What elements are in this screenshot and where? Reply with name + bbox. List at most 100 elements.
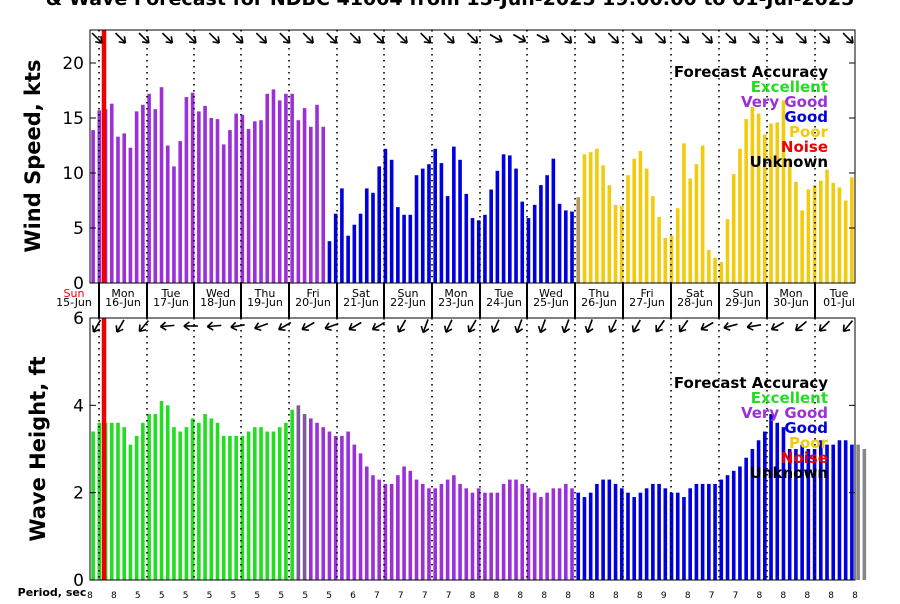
data-bar bbox=[290, 409, 294, 580]
direction-arrow-icon bbox=[723, 322, 738, 331]
arrow-shaft bbox=[420, 32, 432, 44]
data-bar bbox=[619, 488, 624, 580]
data-bar bbox=[837, 440, 842, 580]
period-value: 5 bbox=[135, 591, 141, 600]
data-bar bbox=[806, 449, 811, 580]
direction-arrow-icon bbox=[795, 32, 807, 44]
data-bar bbox=[489, 189, 493, 283]
data-bar bbox=[476, 220, 481, 283]
y-tick-label: 10 bbox=[62, 164, 84, 184]
data-bar bbox=[769, 414, 773, 580]
direction-arrow-icon bbox=[397, 319, 407, 333]
data-bar bbox=[259, 120, 263, 283]
data-bar bbox=[184, 427, 189, 580]
day-label-dow: Fri bbox=[306, 287, 319, 300]
day-label-dow: Sun bbox=[64, 287, 85, 300]
direction-arrow-icon bbox=[561, 319, 571, 334]
direction-arrow-icon bbox=[560, 32, 573, 44]
day-label-date: 22-Jun bbox=[390, 296, 426, 309]
arrow-head bbox=[259, 36, 268, 44]
data-bar bbox=[153, 109, 158, 283]
arrow-head bbox=[371, 322, 380, 332]
arrow-shaft bbox=[818, 32, 831, 44]
direction-arrow-icon bbox=[185, 32, 197, 44]
data-bar bbox=[203, 105, 207, 284]
data-bar bbox=[396, 207, 400, 283]
data-bar bbox=[234, 113, 238, 283]
data-bar bbox=[246, 431, 251, 580]
data-bar bbox=[234, 435, 238, 580]
arrow-shaft bbox=[679, 319, 689, 333]
direction-arrow-icon bbox=[467, 319, 477, 333]
period-value: 8 bbox=[757, 591, 763, 600]
direction-arrow-icon bbox=[536, 33, 550, 44]
arrow-head bbox=[655, 324, 663, 333]
data-bar bbox=[228, 130, 232, 283]
arrow-head bbox=[542, 34, 550, 44]
period-value: 7 bbox=[709, 591, 715, 600]
data-bar bbox=[626, 492, 630, 580]
direction-arrow-icon bbox=[138, 320, 150, 333]
period-value: 5 bbox=[231, 591, 237, 600]
data-bar bbox=[744, 119, 748, 283]
data-bar bbox=[371, 475, 375, 580]
data-bar bbox=[831, 444, 836, 580]
direction-arrow-icon bbox=[818, 32, 831, 44]
data-bar bbox=[377, 479, 382, 580]
data-bar bbox=[383, 148, 388, 283]
data-bar bbox=[277, 100, 282, 284]
data-bar bbox=[147, 414, 151, 580]
period-value: 5 bbox=[302, 591, 308, 600]
y-axis-label: Wind Speed, kts bbox=[21, 59, 45, 252]
data-bar bbox=[408, 214, 413, 283]
direction-arrow-icon bbox=[700, 321, 714, 332]
data-bar bbox=[383, 483, 388, 580]
data-bar bbox=[153, 414, 158, 580]
data-bar bbox=[358, 453, 363, 580]
arrow-head bbox=[846, 36, 854, 44]
legend-item: Excellent bbox=[751, 389, 828, 407]
data-bar bbox=[850, 444, 854, 580]
data-bar bbox=[663, 488, 668, 580]
direction-arrow-icon bbox=[678, 32, 690, 44]
arrow-head bbox=[705, 36, 713, 44]
arrow-shaft bbox=[160, 324, 175, 328]
arrow-shaft bbox=[818, 320, 831, 332]
data-bar bbox=[221, 435, 226, 580]
legend-item: Unknown bbox=[750, 153, 828, 171]
chart-title: & Wave Forecast for NDBC 41004 from 15-J… bbox=[46, 0, 855, 10]
arrow-shaft bbox=[466, 32, 479, 44]
data-bar bbox=[526, 488, 531, 580]
data-bar bbox=[321, 427, 326, 580]
data-bar bbox=[352, 224, 357, 283]
day-label-dow: Mon bbox=[779, 287, 802, 300]
period-value: 8 bbox=[852, 591, 858, 600]
arrow-head bbox=[723, 322, 731, 331]
day-label-date: 23-Jun bbox=[438, 296, 474, 309]
data-bar bbox=[607, 185, 612, 283]
data-bar bbox=[719, 479, 724, 580]
arrow-head bbox=[818, 324, 827, 332]
data-bar bbox=[165, 145, 170, 283]
data-bar bbox=[389, 483, 394, 580]
data-bar bbox=[178, 431, 182, 580]
arrow-head bbox=[518, 34, 527, 44]
arrow-shaft bbox=[748, 32, 760, 44]
direction-arrow-icon bbox=[584, 32, 596, 44]
arrow-head bbox=[658, 36, 667, 44]
data-bar bbox=[246, 129, 251, 283]
data-bar bbox=[495, 492, 500, 580]
arrow-head bbox=[306, 36, 314, 44]
direction-arrow-icon bbox=[654, 32, 667, 44]
data-bar bbox=[843, 440, 848, 580]
data-bar bbox=[141, 104, 145, 283]
arrow-shaft bbox=[725, 32, 737, 44]
day-label-dow: Tue bbox=[829, 287, 849, 300]
direction-arrow-icon bbox=[371, 321, 386, 332]
data-bar bbox=[576, 197, 581, 283]
data-bar bbox=[483, 492, 487, 580]
data-bar bbox=[265, 93, 270, 283]
data-bar bbox=[340, 435, 344, 580]
